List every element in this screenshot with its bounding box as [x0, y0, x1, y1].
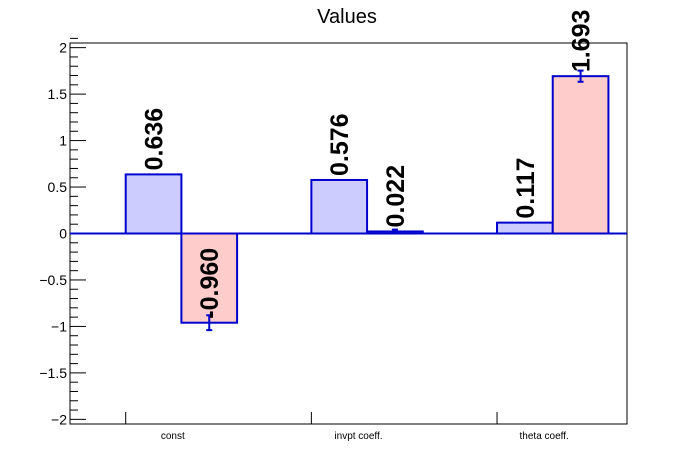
y-tick-label: −1.5	[39, 365, 67, 381]
data-label: -0.960	[196, 248, 224, 319]
y-tick-label: 1	[59, 133, 67, 149]
bar	[124, 173, 183, 235]
y-tick-label: 1.5	[48, 86, 68, 102]
data-label: 0.022	[382, 165, 410, 228]
y-tick-label: 0	[59, 226, 67, 242]
data-label: 0.117	[512, 157, 540, 218]
chart-title: Values	[317, 6, 377, 28]
y-tick-label: −0.5	[39, 272, 67, 288]
bar	[551, 75, 610, 235]
x-category-label: theta coeff.	[520, 431, 569, 442]
y-tick-label: −2	[51, 411, 67, 427]
data-label: 0.636	[141, 108, 169, 171]
plot-area: −2 −1.5 −1 −0.5 0 0.5 1 1.5 2 const invpt coeff. th…	[39, 10, 628, 442]
y-tick-label: −1	[51, 318, 67, 334]
y-tick-label: 2	[59, 40, 67, 56]
bar	[310, 178, 369, 235]
x-category-label: invpt coeff.	[334, 431, 382, 442]
data-label: 1.693	[568, 10, 596, 73]
y-tick-label: 0.5	[48, 179, 68, 195]
bar	[496, 221, 554, 235]
x-category-label: const	[161, 431, 185, 442]
data-label: 0.576	[326, 113, 354, 176]
